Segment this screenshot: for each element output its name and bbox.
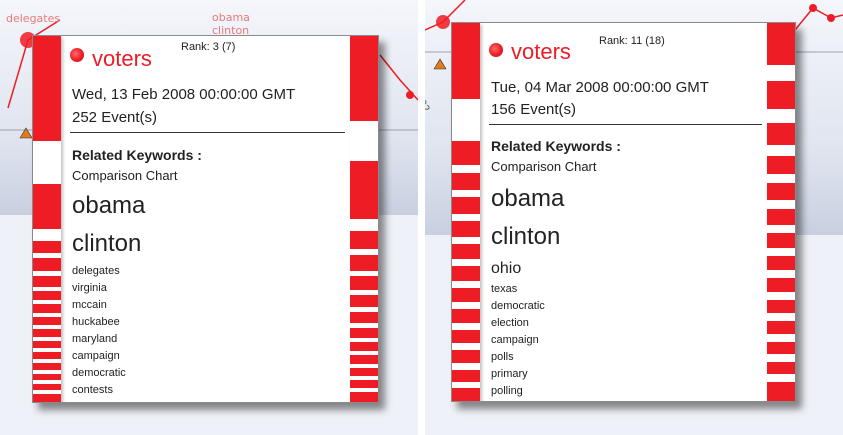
rank-label: Rank: 3 (7) — [181, 41, 236, 53]
related-keyword[interactable]: virginia — [72, 282, 107, 294]
event-count: 156 Event(s) — [491, 101, 577, 118]
related-keyword[interactable]: polls — [491, 351, 514, 363]
event-date: Tue, 04 Mar 2008 00:00:00 GMT — [491, 79, 709, 96]
related-keyword[interactable]: huckabee — [72, 316, 120, 328]
related-keyword[interactable]: obama — [72, 192, 146, 219]
related-keyword[interactable]: maryland — [72, 333, 118, 345]
background-series-label: delegates — [6, 12, 61, 25]
comparison-chart-link[interactable]: Comparison Chart — [491, 159, 597, 174]
right-screenshot-panel: 02 voters Rank: 11 (18) Tue, 04 Mar 2008… — [425, 0, 843, 435]
related-keyword[interactable]: primary — [491, 368, 528, 380]
related-keyword[interactable]: democratic — [491, 300, 545, 312]
event-date: Wed, 13 Feb 2008 00:00:00 GMT — [72, 86, 296, 103]
trend-point[interactable] — [436, 15, 450, 29]
keyword-tooltip: voters Rank: 3 (7) Wed, 13 Feb 2008 00:0… — [32, 35, 379, 403]
event-marker-icon[interactable] — [433, 58, 447, 70]
right-timeline-strip — [350, 36, 378, 402]
event-marker-icon[interactable] — [19, 127, 33, 139]
keyword-dot-icon — [70, 48, 84, 62]
divider — [70, 132, 345, 133]
related-keyword[interactable]: delegates — [72, 265, 120, 277]
related-keyword[interactable]: contests — [72, 384, 113, 396]
divider — [489, 124, 762, 125]
related-keyword[interactable]: obama — [491, 185, 565, 212]
trend-point[interactable] — [406, 91, 414, 99]
keyword-title: voters — [92, 46, 152, 71]
related-keyword[interactable]: ohio — [491, 260, 522, 277]
related-keyword[interactable]: campaign — [491, 334, 539, 346]
related-keyword[interactable]: democratic — [72, 367, 126, 379]
trend-line-segment — [794, 7, 843, 31]
trend-point[interactable] — [809, 4, 817, 12]
tooltip-content: voters Rank: 3 (7) Wed, 13 Feb 2008 00:0… — [70, 36, 345, 402]
related-keywords-heading: Related Keywords : — [491, 138, 621, 154]
related-keyword[interactable]: election — [491, 317, 529, 329]
related-keywords-heading: Related Keywords : — [72, 147, 202, 163]
left-screenshot-panel: delegates obama clinton voters Rank: 3 (… — [0, 0, 418, 435]
related-keyword[interactable]: mccain — [72, 299, 107, 311]
related-keyword[interactable]: texas — [491, 283, 518, 295]
left-timeline-strip — [452, 23, 480, 401]
comparison-chart-link[interactable]: Comparison Chart — [72, 168, 178, 183]
keyword-tooltip: voters Rank: 11 (18) Tue, 04 Mar 2008 00… — [451, 22, 796, 402]
keyword-title: voters — [511, 39, 571, 64]
right-timeline-strip — [767, 23, 795, 401]
keyword-dot-icon — [489, 43, 503, 57]
background-series-label: obama — [212, 11, 250, 24]
event-count: 252 Event(s) — [72, 109, 158, 126]
left-timeline-strip — [33, 36, 61, 402]
related-keyword[interactable]: polling — [491, 385, 523, 397]
related-keyword[interactable]: clinton — [491, 223, 561, 250]
related-keyword[interactable]: campaign — [72, 350, 120, 362]
rank-label: Rank: 11 (18) — [599, 35, 665, 47]
related-keyword[interactable]: clinton — [72, 230, 142, 257]
background-series-label: clinton — [212, 24, 250, 37]
trend-point[interactable] — [827, 14, 835, 22]
tooltip-content: voters Rank: 11 (18) Tue, 04 Mar 2008 00… — [489, 23, 762, 401]
